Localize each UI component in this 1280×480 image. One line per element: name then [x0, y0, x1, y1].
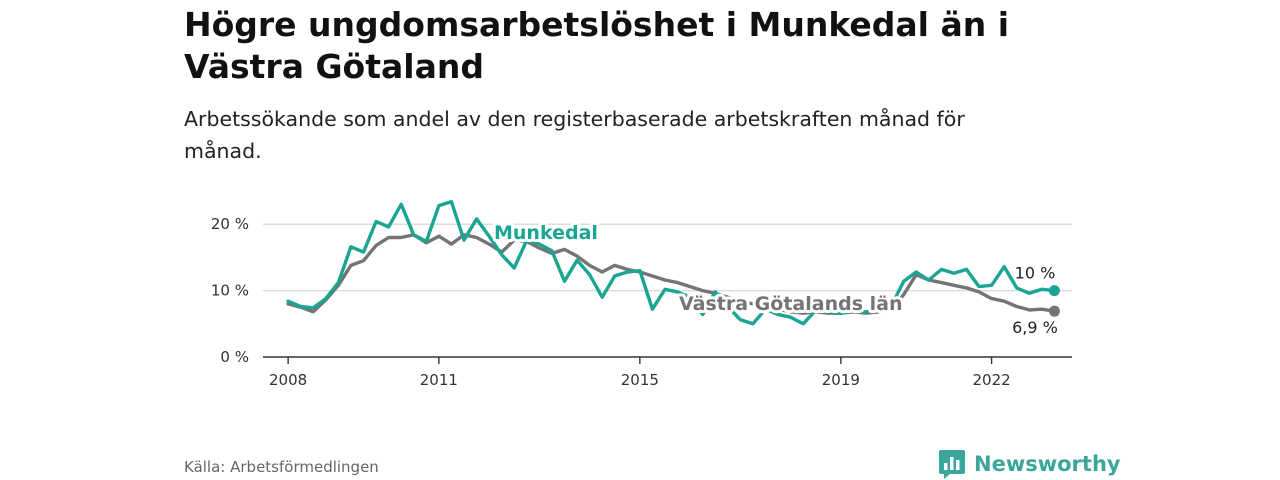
x-tick-label: 2022	[973, 371, 1011, 389]
y-axis-ticks: 0 % 10 % 20 %	[211, 215, 249, 366]
series-line-region	[286, 233, 1057, 315]
y-tick-label: 20 %	[211, 215, 249, 233]
x-axis: 2008 2011 2015 2019 2022	[263, 356, 1072, 389]
end-value-label-region: 6,9 %	[1012, 318, 1058, 337]
x-tick-label: 2008	[269, 371, 307, 389]
chart-title: Högre ungdomsarbetslöshet i Munkedal än …	[184, 5, 1010, 86]
x-tick-label: 2015	[621, 371, 659, 389]
brand-name: Newsworthy	[974, 452, 1121, 476]
series-lines	[286, 199, 1060, 326]
y-tick-label: 0 %	[220, 348, 249, 366]
series-end-point	[1048, 285, 1060, 297]
series-line-munkedal	[286, 199, 1057, 326]
series-label-region: Västra Götalands län	[679, 293, 902, 315]
brand-logo: Newsworthy	[938, 448, 1121, 480]
y-tick-label: 10 %	[211, 282, 249, 300]
line-chart: 0 % 10 % 20 % 2008 2011 2015 2019 2022 Västra …	[211, 199, 1072, 389]
x-tick-label: 2011	[420, 371, 458, 389]
source-note: Källa: Arbetsförmedlingen	[184, 458, 379, 476]
chart-subtitle: Arbetssökande som andel av den registerb…	[184, 107, 965, 163]
newsworthy-logo-icon	[939, 450, 965, 479]
x-tick-label: 2019	[822, 371, 860, 389]
end-value-label-munkedal: 10 %	[1015, 264, 1056, 283]
series-end-point	[1048, 305, 1060, 317]
series-label-munkedal: Munkedal	[494, 222, 598, 244]
series-labels: Västra Götalands län Munkedal 10 % 6,9 %	[491, 219, 1058, 337]
